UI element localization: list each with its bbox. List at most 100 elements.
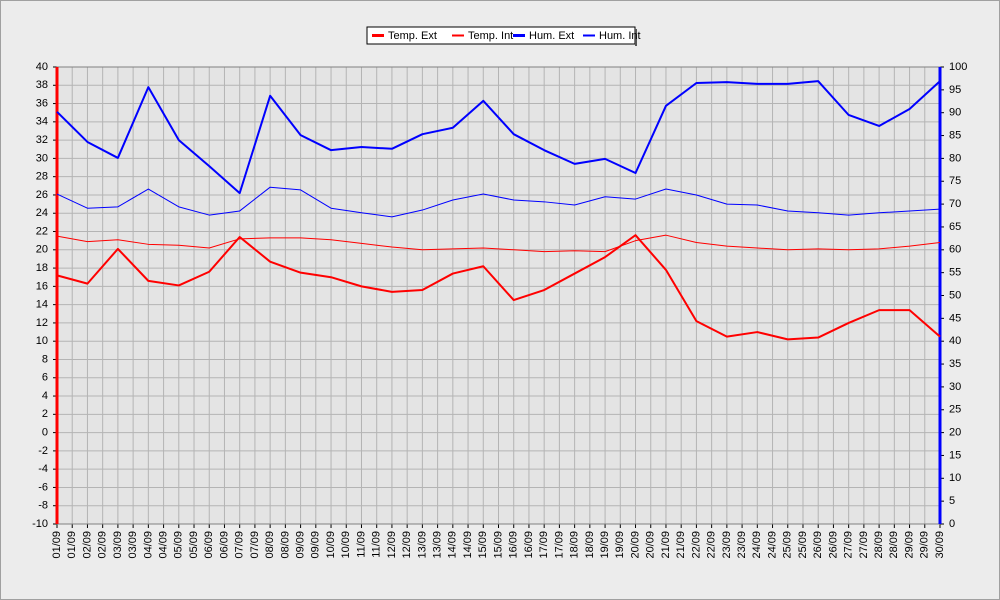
y2-tick-label: 45 (949, 312, 961, 324)
x-tick-label: 19/09 (599, 531, 611, 559)
x-tick-label: 26/09 (827, 531, 839, 559)
x-tick-label: 12/09 (401, 531, 413, 559)
x-tick-label: 05/09 (173, 531, 185, 559)
x-tick-label: 04/09 (142, 531, 154, 559)
y-tick-label: 16 (36, 280, 48, 292)
y-tick-label: 18 (36, 262, 48, 274)
x-tick-label: 22/09 (706, 531, 718, 559)
y2-tick-label: 80 (949, 152, 961, 164)
x-tick-label: 01/09 (51, 531, 63, 559)
y2-tick-label: 40 (949, 335, 961, 347)
legend: Temp. Ext Temp. Int Hum. Ext Hum. Int (366, 26, 641, 46)
x-tick-label: 17/09 (538, 531, 550, 559)
y2-tick-label: 65 (949, 221, 961, 233)
y-tick-label: 6 (42, 372, 48, 384)
y2-tick-label: 25 (949, 404, 961, 416)
y-tick-label: 36 (36, 97, 48, 109)
x-tick-label: 21/09 (660, 531, 672, 559)
x-tick-label: 02/09 (81, 531, 93, 559)
x-tick-label: 23/09 (736, 531, 748, 559)
x-tick-label: 16/09 (523, 531, 535, 559)
grid: -10-8-6-4-202468101214161820222426283032… (32, 61, 967, 559)
y-tick-label: 28 (36, 171, 48, 183)
x-tick-label: 08/09 (264, 531, 276, 559)
x-tick-label: 15/09 (492, 531, 504, 559)
y2-tick-label: 55 (949, 267, 961, 279)
y-tick-label: -8 (38, 500, 48, 512)
x-tick-label: 24/09 (751, 531, 763, 559)
series-line (56, 186, 941, 218)
y-tick-label: 34 (36, 116, 48, 128)
x-tick-label: 25/09 (797, 531, 809, 559)
x-tick-label: 13/09 (416, 531, 428, 559)
x-tick-label: 04/09 (157, 531, 169, 559)
y-tick-label: 20 (36, 244, 48, 256)
x-tick-label: 29/09 (903, 531, 915, 559)
x-tick-label: 28/09 (888, 531, 900, 559)
x-tick-label: 02/09 (97, 531, 109, 559)
x-tick-label: 23/09 (721, 531, 733, 559)
x-tick-label: 10/09 (340, 531, 352, 559)
y2-tick-label: 75 (949, 175, 961, 187)
x-tick-label: 06/09 (218, 531, 230, 559)
y2-tick-label: 85 (949, 129, 961, 141)
x-tick-label: 15/09 (477, 531, 489, 559)
y-tick-label: 0 (42, 427, 48, 439)
x-tick-label: 07/09 (234, 531, 246, 559)
y2-tick-label: 90 (949, 107, 961, 119)
y-tick-label: 12 (36, 317, 48, 329)
x-tick-label: 21/09 (675, 531, 687, 559)
y2-tick-label: 95 (949, 84, 961, 96)
x-tick-label: 16/09 (508, 531, 520, 559)
x-tick-label: 13/09 (432, 531, 444, 559)
x-tick-label: 12/09 (386, 531, 398, 559)
legend-shadow (635, 29, 637, 46)
x-tick-label: 17/09 (553, 531, 565, 559)
x-tick-label: 24/09 (766, 531, 778, 559)
x-tick-label: 19/09 (614, 531, 626, 559)
x-tick-label: 22/09 (690, 531, 702, 559)
x-tick-label: 03/09 (112, 531, 124, 559)
y2-tick-label: 70 (949, 198, 961, 210)
x-tick-label: 06/09 (203, 531, 215, 559)
y-tick-label: 26 (36, 189, 48, 201)
y-tick-label: 40 (36, 61, 48, 73)
x-tick-label: 25/09 (782, 531, 794, 559)
y-tick-label: 10 (36, 335, 48, 347)
x-tick-label: 05/09 (188, 531, 200, 559)
x-tick-label: 29/09 (919, 531, 931, 559)
y-tick-label: -10 (32, 518, 48, 530)
y2-tick-label: 5 (949, 495, 955, 507)
y-tick-label: 8 (42, 353, 48, 365)
y2-tick-label: 20 (949, 427, 961, 439)
y2-tick-label: 35 (949, 358, 961, 370)
x-tick-label: 26/09 (812, 531, 824, 559)
y-tick-label: -6 (38, 481, 48, 493)
x-tick-label: 20/09 (629, 531, 641, 559)
series-line (56, 234, 941, 253)
legend-label: Hum. Ext (529, 30, 574, 42)
x-tick-label: 03/09 (127, 531, 139, 559)
x-tick-label: 10/09 (325, 531, 337, 559)
x-tick-label: 09/09 (310, 531, 322, 559)
y-tick-label: 14 (36, 299, 48, 311)
x-tick-label: 14/09 (462, 531, 474, 559)
x-tick-label: 18/09 (569, 531, 581, 559)
x-tick-label: 27/09 (843, 531, 855, 559)
y-tick-label: 2 (42, 408, 48, 420)
y2-tick-label: 10 (949, 472, 961, 484)
x-tick-label: 20/09 (645, 531, 657, 559)
x-tick-label: 11/09 (371, 531, 383, 558)
y2-tick-label: 30 (949, 381, 961, 393)
x-tick-label: 08/09 (279, 531, 291, 559)
x-tick-label: 07/09 (249, 531, 261, 559)
x-tick-label: 28/09 (873, 531, 885, 559)
marks (56, 80, 941, 341)
y2-tick-label: 50 (949, 289, 961, 301)
y2-tick-label: 0 (949, 518, 955, 530)
y-tick-label: 24 (36, 207, 48, 219)
x-tick-label: 18/09 (584, 531, 596, 559)
y-tick-label: -2 (38, 445, 48, 457)
